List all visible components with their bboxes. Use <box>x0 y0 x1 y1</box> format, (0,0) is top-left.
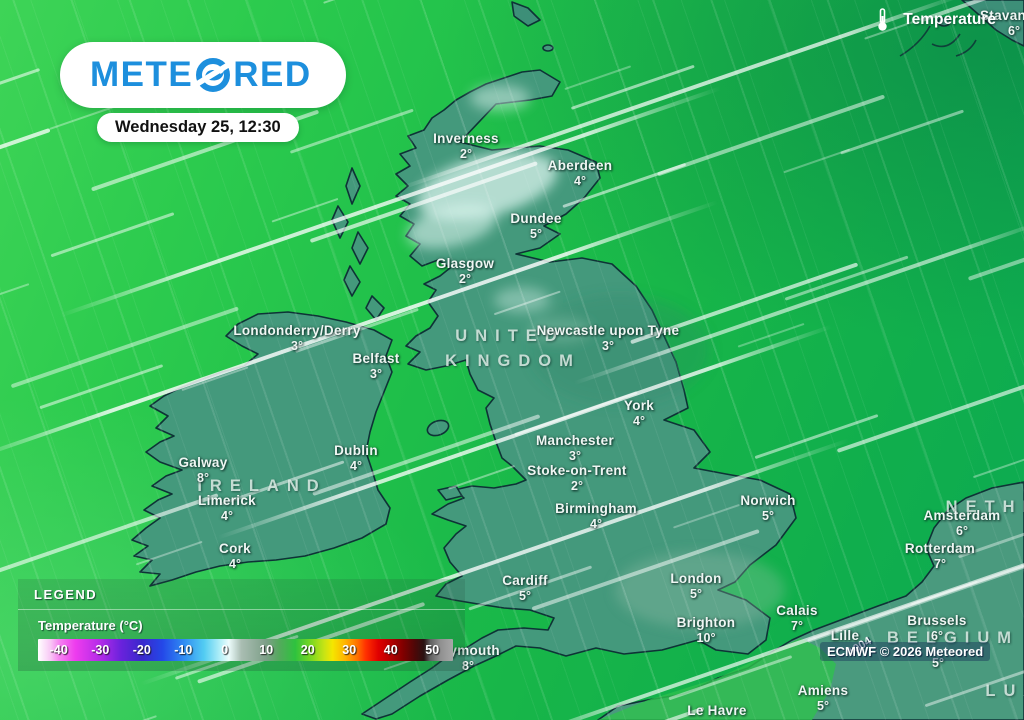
model-attribution-watermark: ECMWF © 2026 Meteored <box>820 642 991 661</box>
legend-title: LEGEND <box>34 587 98 602</box>
thermometer-icon <box>878 8 887 31</box>
layer-header[interactable]: Temperature <box>876 8 996 32</box>
logo-wordmark: METE RED <box>90 55 312 95</box>
temperature-color-scale: -40 -30 -20 -10 0 10 20 30 40 50 <box>38 639 453 661</box>
legend-panel: LEGEND Temperature (°C) -40 -30 -20 -10 0 10 2… <box>18 579 465 671</box>
anglesey-island <box>437 485 463 501</box>
norway-landmass <box>961 0 1024 47</box>
meteored-o-icon <box>195 58 231 92</box>
hebrides-islands <box>331 167 385 321</box>
meteored-logo[interactable]: METE RED <box>60 42 346 108</box>
legend-tick-row: -40 -30 -20 -10 0 10 20 30 40 50 <box>49 643 440 657</box>
shetland-island <box>511 1 541 27</box>
isle-of-man <box>426 419 450 437</box>
logo-text-left: METE <box>90 55 194 94</box>
forecast-datetime-badge: Wednesday 25, 12:30 <box>97 113 299 142</box>
layer-label: Temperature <box>903 11 996 28</box>
logo-text-right: RED <box>233 55 312 94</box>
legend-scale-label: Temperature (°C) <box>38 618 143 633</box>
ireland-landmass <box>131 311 393 587</box>
